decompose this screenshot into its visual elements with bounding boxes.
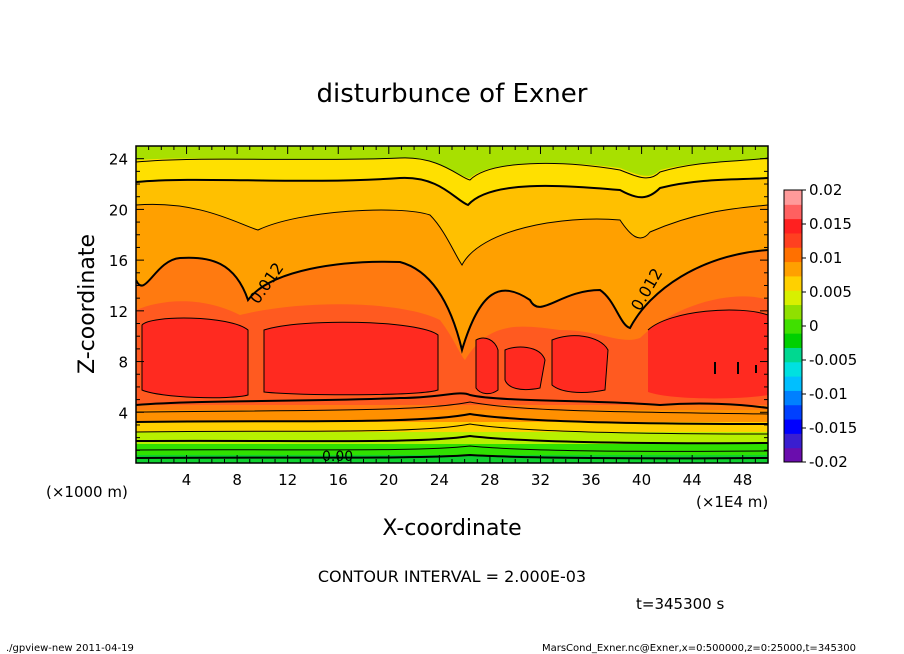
colorbar-swatch — [784, 361, 802, 377]
y-axis-label: Z-coordinate — [75, 234, 100, 374]
colorbar-swatch — [784, 275, 802, 291]
colorbar-label: 0.01 — [809, 249, 842, 267]
y-tick-label: 24 — [109, 151, 128, 169]
contour-lines — [136, 157, 768, 460]
contour-line — [136, 412, 768, 425]
colorbar-swatch — [784, 333, 802, 348]
x-tick-label: 28 — [480, 471, 499, 489]
colorbar-swatch — [784, 447, 802, 463]
y-tick-label: 16 — [109, 252, 128, 270]
x-tick-label: 40 — [632, 471, 651, 489]
colorbar-labels: 0.02 0.015 0.01 0.005 0 -0.005 -0.01 -0.015 -0.0… — [802, 181, 857, 471]
x-tick-label: 4 — [182, 471, 192, 489]
time-text: t=345300 s — [636, 595, 724, 613]
band-red — [142, 310, 768, 399]
y-axis: 4 8 12 16 20 24 — [109, 151, 768, 451]
contour-line — [504, 346, 546, 391]
footer-right: MarsCond_Exner.nc@Exner,x=0:500000,z=0:2… — [542, 643, 856, 654]
colorbar-label: -0.02 — [809, 453, 848, 471]
y-tick-label: 8 — [118, 354, 128, 372]
x-tick-label: 24 — [430, 471, 449, 489]
y-tick-label: 4 — [118, 404, 128, 422]
colorbar-label: 0 — [809, 317, 819, 335]
x-tick-label: 48 — [733, 471, 752, 489]
contour-line — [136, 453, 768, 460]
colorbar-swatch — [784, 190, 802, 205]
contour-line — [475, 337, 499, 395]
colorbar-swatch — [784, 419, 802, 434]
x-tick-label: 8 — [232, 471, 242, 489]
colorbar-swatch — [784, 304, 802, 320]
contour-line — [136, 423, 768, 435]
colorbar-label: 0.02 — [809, 181, 842, 199]
x-tick-label: 12 — [278, 471, 297, 489]
colorbar-swatch — [784, 232, 802, 248]
contour-line — [141, 317, 249, 399]
x-tick-label: 16 — [329, 471, 348, 489]
colorbar-label: -0.015 — [809, 419, 857, 437]
x-tick-label: 20 — [379, 471, 398, 489]
colorbar-swatch — [784, 347, 802, 363]
colorbar-label: 0.005 — [809, 283, 852, 301]
x-axis-label: X-coordinate — [382, 516, 521, 541]
colorbar-swatch — [784, 390, 802, 406]
x-tick-label: 44 — [683, 471, 702, 489]
x-axis: 4 8 12 16 20 24 28 32 36 40 44 48 — [148, 146, 756, 489]
colorbar-swatch — [784, 247, 802, 263]
contour-line — [136, 401, 768, 415]
contour-interval-text: CONTOUR INTERVAL = 2.000E-03 — [318, 567, 586, 586]
contour-line — [136, 157, 768, 181]
colorbar-swatch — [784, 318, 802, 334]
x-unit-left: (×1000 m) — [46, 483, 128, 501]
colorbar-swatch — [784, 290, 802, 306]
contour-line — [551, 335, 609, 393]
contour-dot — [714, 362, 757, 374]
colorbar-swatch — [784, 433, 802, 449]
colorbar — [784, 190, 802, 463]
colorbar-swatch — [784, 204, 802, 220]
contour-line — [647, 309, 768, 331]
x-tick-label: 32 — [531, 471, 550, 489]
y-tick-label: 12 — [109, 303, 128, 321]
contour-field: 0.012 0.012 0.00 — [136, 146, 768, 465]
x-tick-label: 36 — [581, 471, 600, 489]
colorbar-swatch — [784, 218, 802, 234]
y-tick-label: 20 — [109, 201, 128, 219]
colorbar-swatch — [784, 376, 802, 391]
contour-line — [136, 445, 768, 452]
contour-line — [263, 321, 439, 396]
x-unit-right: (×1E4 m) — [696, 493, 768, 511]
colorbar-swatch — [784, 261, 802, 277]
contour-line — [136, 434, 768, 445]
chart-title: disturbunce of Exner — [317, 79, 588, 109]
contour-line — [136, 176, 768, 207]
contour-label: 0.00 — [322, 449, 353, 465]
colorbar-label: 0.015 — [809, 215, 852, 233]
colorbar-label: -0.005 — [809, 351, 857, 369]
colorbar-label: -0.01 — [809, 385, 848, 403]
contour-line — [136, 392, 768, 409]
contour-line — [136, 249, 768, 354]
footer-left: ./gpview-new 2011-04-19 — [6, 643, 134, 654]
colorbar-swatch — [784, 404, 802, 420]
contour-line — [136, 203, 768, 266]
